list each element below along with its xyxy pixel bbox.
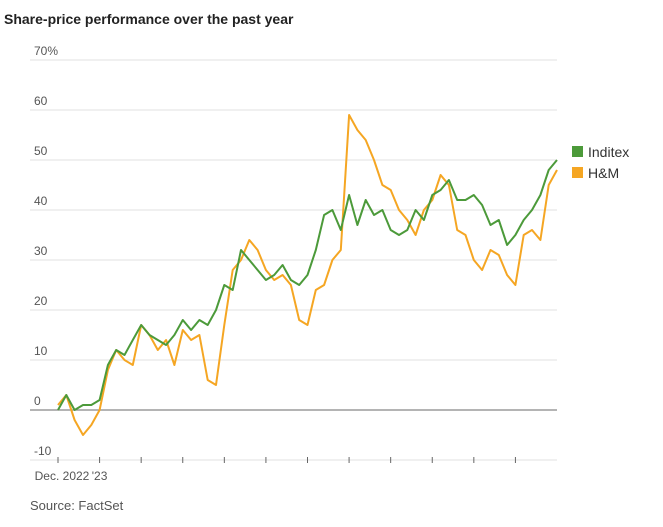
- legend-label: Inditex: [588, 144, 629, 160]
- chart-title: Share-price performance over the past ye…: [4, 11, 294, 27]
- y-tick-label: 50: [34, 144, 48, 158]
- series-line: [57, 159, 558, 411]
- y-tick-label: 30: [34, 244, 48, 258]
- y-tick-label: 10: [34, 344, 48, 358]
- y-tick-label: 20: [34, 294, 48, 308]
- x-tick-label: Dec. 2022: [35, 469, 90, 483]
- source: Source: FactSet: [30, 498, 124, 513]
- legend-swatch: [572, 167, 583, 178]
- legend-swatch: [572, 146, 583, 157]
- x-tick-label: '23: [92, 469, 108, 483]
- y-tick-label: 70%: [34, 44, 58, 58]
- y-tick-label: 0: [34, 394, 41, 408]
- y-tick-label: 40: [34, 194, 48, 208]
- y-tick-label: -10: [34, 444, 52, 458]
- legend-label: H&M: [588, 165, 619, 181]
- y-tick-label: 60: [34, 94, 48, 108]
